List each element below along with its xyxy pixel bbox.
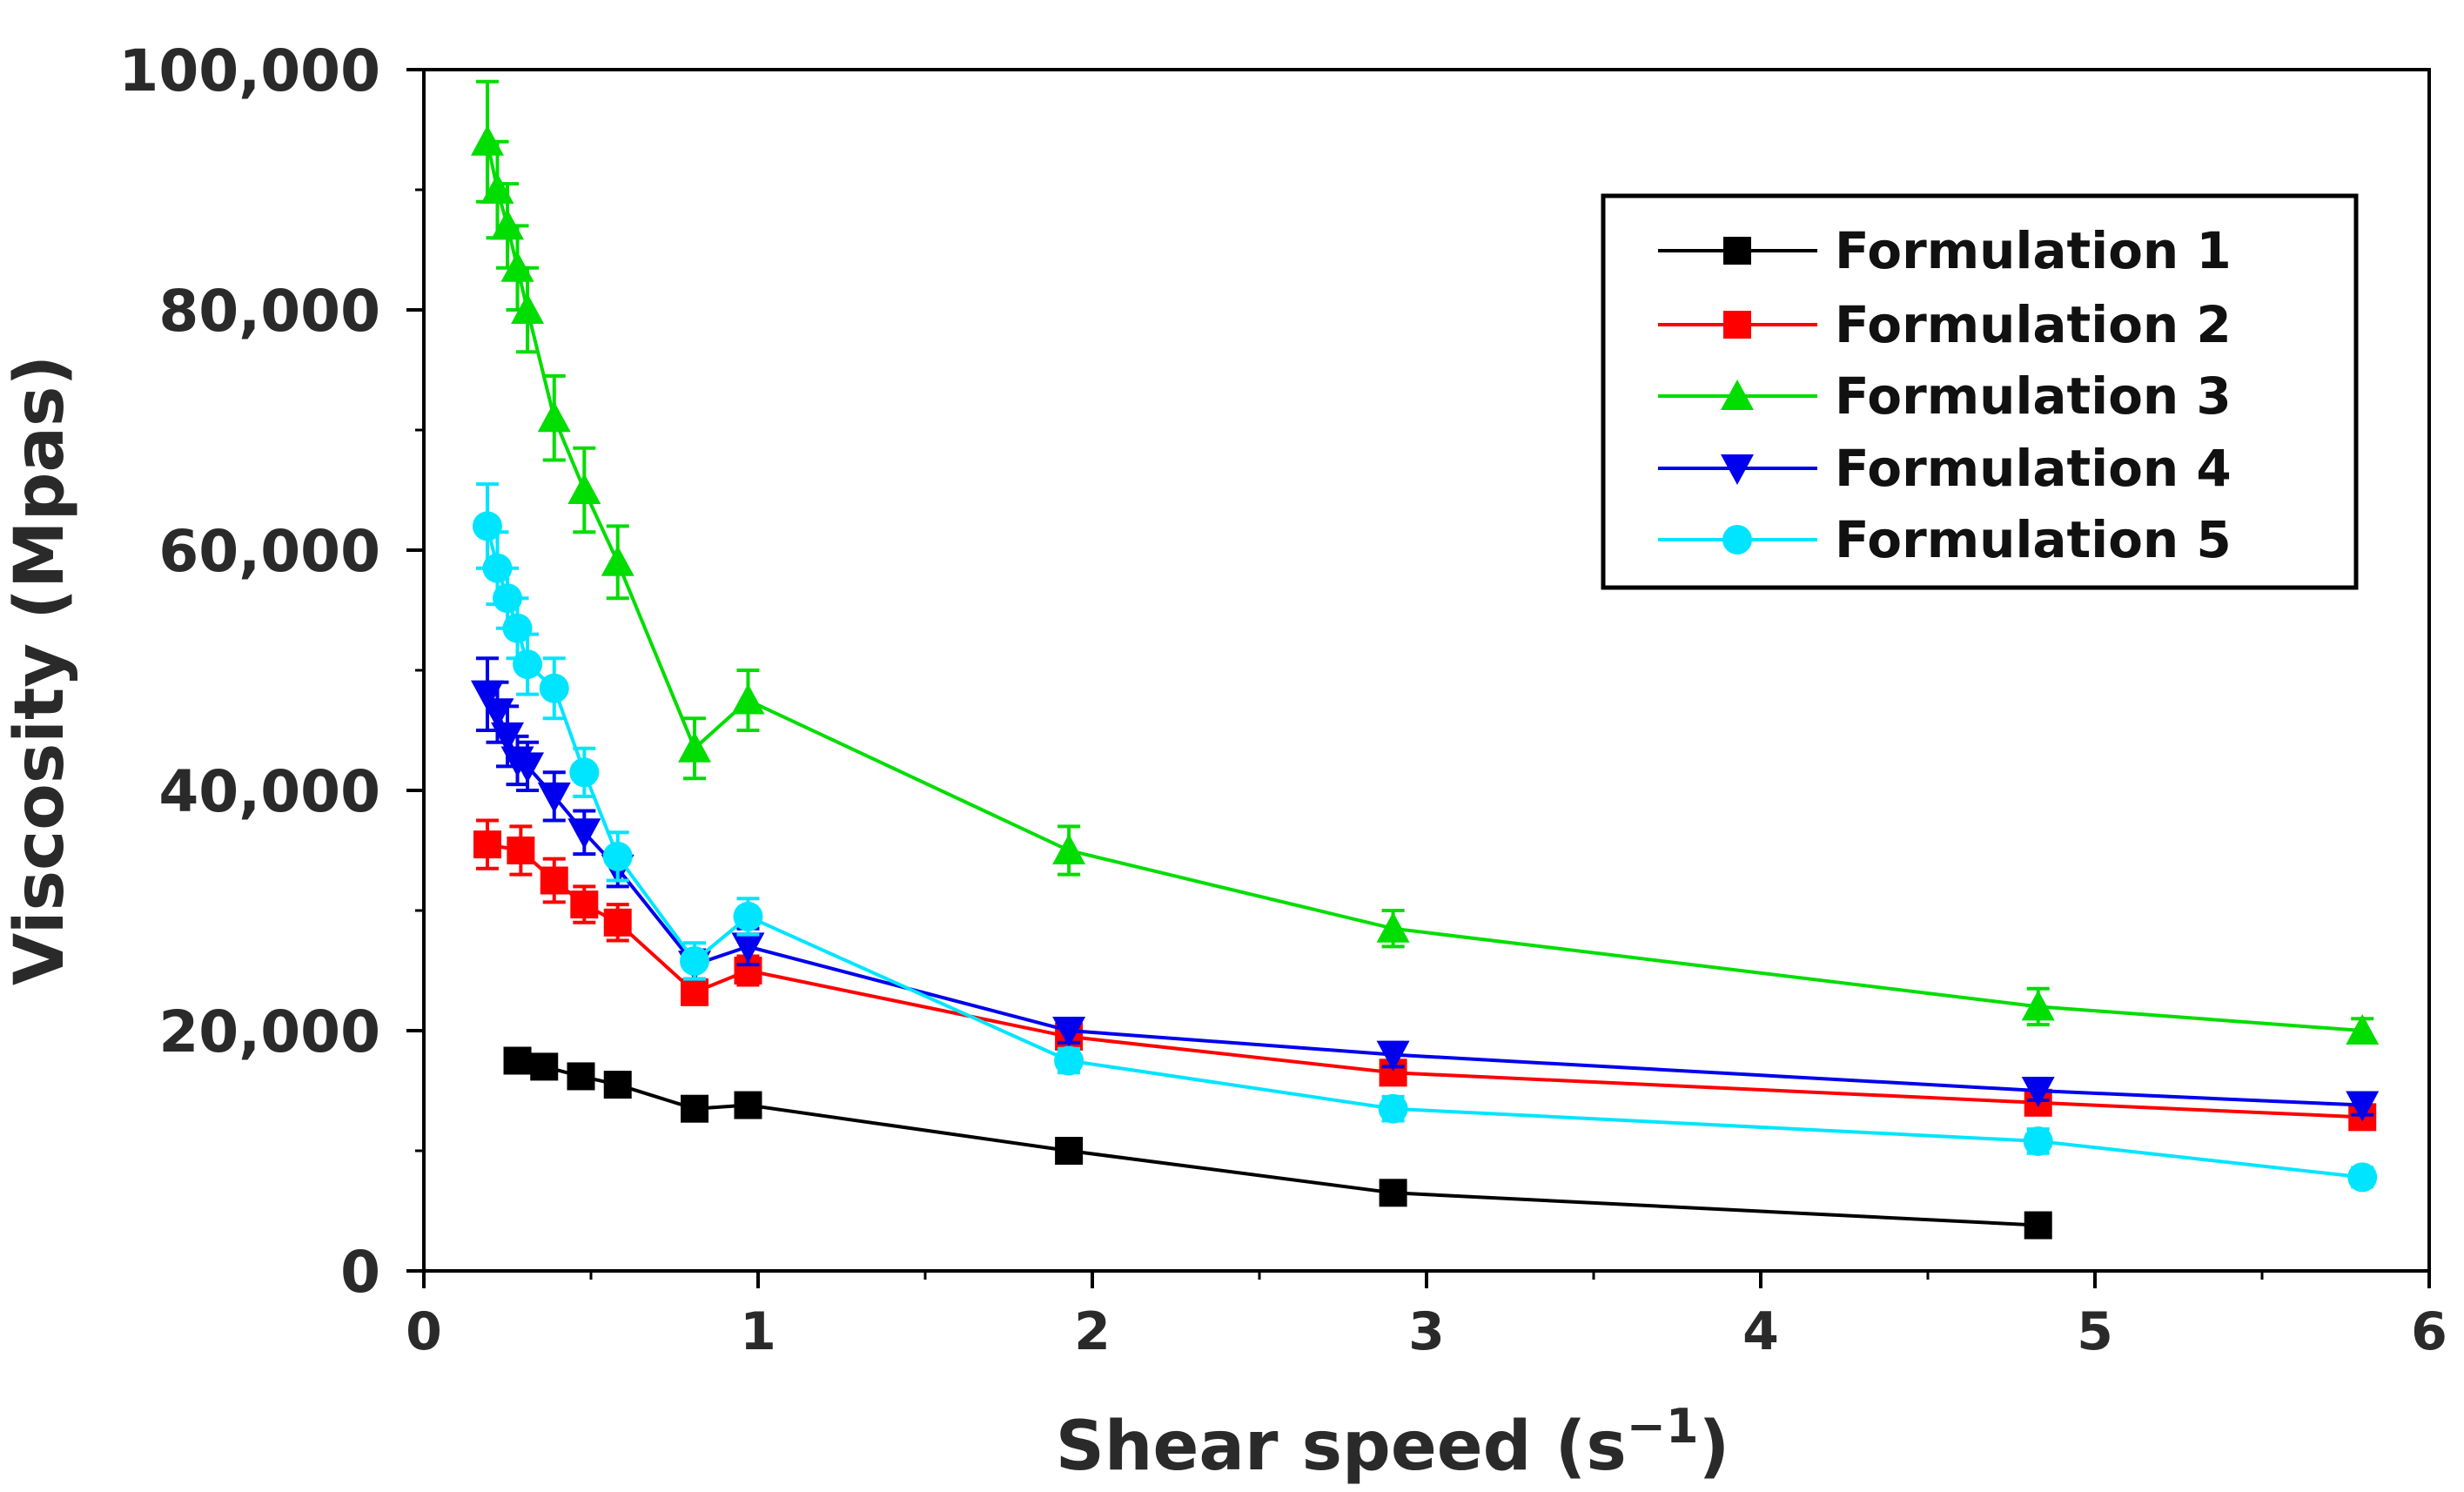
- series-3: [470, 79, 2380, 1045]
- data-point: [2346, 1014, 2380, 1045]
- data-point: [1379, 1179, 1407, 1207]
- data-point: [603, 1071, 632, 1099]
- series-4: [470, 656, 2380, 1122]
- data-point: [731, 683, 765, 715]
- data-point: [2024, 1211, 2052, 1240]
- series-2: [473, 818, 2377, 1132]
- y-axis-title: Viscosity (Mpas): [1, 355, 79, 985]
- y-tick-label: 100,000: [118, 37, 380, 104]
- data-point: [1055, 1137, 1084, 1165]
- legend-marker: [1722, 525, 1752, 554]
- legend-marker: [1721, 454, 1754, 485]
- data-point: [2021, 1077, 2055, 1107]
- x-axis-title: Shear speed (s−1): [1056, 1399, 1729, 1487]
- y-tick-label: 60,000: [158, 518, 380, 585]
- x-tick-label: 4: [1742, 1301, 1779, 1362]
- data-point: [602, 841, 633, 871]
- legend-label: Formulation 3: [1835, 366, 2232, 426]
- data-point: [537, 782, 571, 813]
- legend-marker: [1721, 380, 1754, 410]
- legend: Formulation 1 Formulation 2 Formulation 3 F…: [1601, 193, 2359, 590]
- legend-label: Formulation 1: [1835, 221, 2232, 280]
- data-point: [601, 545, 634, 576]
- data-point: [731, 932, 765, 964]
- data-point: [733, 901, 763, 931]
- data-point: [681, 978, 709, 1006]
- data-point: [681, 1094, 709, 1123]
- data-point: [470, 680, 504, 711]
- x-axis-title-superscript: −1: [1627, 1399, 1699, 1454]
- legend-label: Formulation 5: [1835, 510, 2232, 569]
- data-point: [1376, 1040, 1410, 1072]
- series-layer: [470, 79, 2380, 1240]
- data-point: [539, 673, 569, 703]
- data-point: [2347, 1162, 2378, 1193]
- data-point: [530, 1052, 559, 1081]
- y-tick-label: 0: [340, 1239, 380, 1306]
- x-tick-label: 5: [2077, 1301, 2113, 1362]
- data-point: [511, 293, 545, 324]
- y-tick-label: 80,000: [158, 278, 380, 345]
- data-point: [511, 752, 545, 783]
- data-point: [513, 649, 543, 680]
- data-point: [537, 401, 571, 433]
- data-point: [567, 818, 601, 850]
- legend-label: Formulation 4: [1835, 439, 2232, 498]
- y-tick-label: 20,000: [158, 998, 380, 1065]
- series-5: [472, 482, 2378, 1193]
- data-point: [603, 908, 632, 937]
- y-tick-label: 40,000: [158, 758, 380, 825]
- data-point: [507, 837, 535, 864]
- series-line: [517, 1059, 2038, 1227]
- x-axis-title-main: Shear speed (s: [1056, 1408, 1627, 1486]
- x-axis-title-suffix: ): [1699, 1408, 1730, 1486]
- data-point: [2346, 1091, 2380, 1122]
- data-point: [678, 731, 712, 763]
- data-point: [480, 173, 514, 204]
- data-point: [1054, 1045, 1084, 1076]
- legend-label: Formulation 2: [1835, 295, 2232, 354]
- axes: 0 20,000 40,000 60,000 80,000 100,000 0 1 2 3 4 5 6: [118, 37, 2447, 1362]
- data-point: [473, 830, 501, 859]
- series-line: [486, 525, 2363, 1179]
- series-line: [487, 843, 2363, 1119]
- data-point: [503, 1046, 532, 1075]
- data-point: [2023, 1126, 2053, 1156]
- data-point: [570, 890, 599, 919]
- x-tick-label: 3: [1408, 1301, 1445, 1362]
- data-point: [1378, 1093, 1408, 1124]
- data-point: [567, 474, 601, 504]
- x-tick-label: 0: [406, 1301, 442, 1362]
- data-point: [1376, 911, 1410, 943]
- data-point: [680, 945, 710, 976]
- legend-marker: [1723, 237, 1751, 265]
- data-point: [734, 1091, 762, 1119]
- data-point: [1052, 1017, 1086, 1047]
- x-tick-label: 1: [740, 1301, 776, 1362]
- data-point: [2021, 990, 2055, 1021]
- x-tick-label: 6: [2411, 1301, 2447, 1362]
- data-point: [567, 1062, 595, 1091]
- data-point: [1052, 834, 1086, 864]
- x-tick-label: 2: [1074, 1301, 1111, 1362]
- series-1: [503, 1046, 2052, 1240]
- data-point: [569, 757, 600, 788]
- legend-marker: [1723, 311, 1751, 339]
- data-point: [540, 866, 568, 895]
- series-line: [486, 693, 2363, 1107]
